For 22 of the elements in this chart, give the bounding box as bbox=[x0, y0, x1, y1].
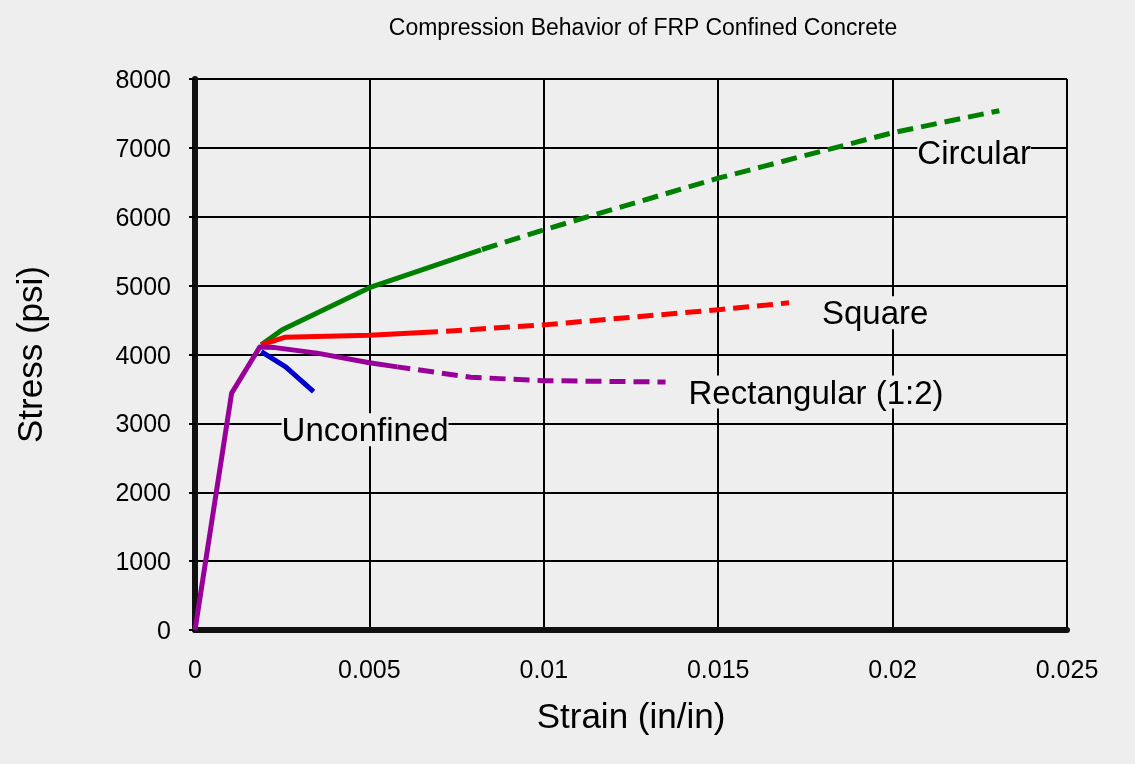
chart-title: Compression Behavior of FRP Confined Concrete bbox=[388, 13, 898, 40]
y-tick-label: 2000 bbox=[115, 478, 171, 507]
x-tick-label: 0.015 bbox=[686, 654, 750, 683]
x-tick-label: 0 bbox=[188, 654, 202, 683]
x-tick-label: 0.005 bbox=[338, 654, 401, 683]
x-tick-label: 0.025 bbox=[1035, 654, 1099, 683]
y-tick-label: 8000 bbox=[115, 65, 171, 93]
series-label: Circular bbox=[917, 134, 1032, 172]
x-axis-title: Strain (in/in) bbox=[536, 696, 726, 735]
x-tick-label: 0.02 bbox=[868, 654, 917, 683]
y-tick-label: 1000 bbox=[115, 547, 171, 576]
y-tick-label: 3000 bbox=[115, 409, 171, 438]
series-label: Unconfined bbox=[281, 411, 449, 449]
y-tick-label: 4000 bbox=[115, 340, 171, 369]
y-tick-label: 7000 bbox=[115, 133, 171, 162]
series-label: Rectangular (1:2) bbox=[688, 373, 944, 411]
y-tick-label: 0 bbox=[157, 616, 171, 644]
y-axis-title: Stress (psi) bbox=[10, 266, 49, 443]
y-tick-label: 6000 bbox=[115, 202, 171, 231]
series-label: Square bbox=[822, 294, 929, 332]
y-tick-label: 5000 bbox=[115, 271, 171, 300]
x-tick-label: 0.01 bbox=[519, 654, 569, 683]
